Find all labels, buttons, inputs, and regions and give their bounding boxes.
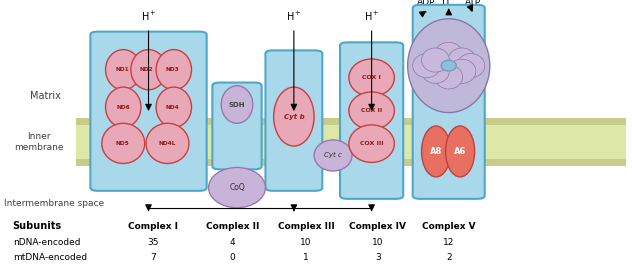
Text: mtDNA-encoded: mtDNA-encoded bbox=[13, 253, 87, 262]
Ellipse shape bbox=[102, 123, 145, 163]
FancyBboxPatch shape bbox=[212, 83, 262, 169]
Ellipse shape bbox=[314, 140, 352, 171]
Ellipse shape bbox=[131, 50, 166, 90]
Ellipse shape bbox=[349, 92, 394, 129]
Ellipse shape bbox=[422, 59, 449, 83]
Ellipse shape bbox=[349, 59, 394, 96]
Text: Complex I: Complex I bbox=[128, 222, 178, 231]
Text: Subunits: Subunits bbox=[13, 221, 62, 232]
FancyBboxPatch shape bbox=[90, 32, 207, 191]
Ellipse shape bbox=[446, 126, 475, 177]
Ellipse shape bbox=[422, 48, 449, 72]
Ellipse shape bbox=[441, 60, 456, 71]
Ellipse shape bbox=[435, 42, 463, 66]
Text: 4: 4 bbox=[230, 238, 235, 247]
Text: COX II: COX II bbox=[361, 108, 382, 113]
Text: H$^+$: H$^+$ bbox=[286, 10, 301, 23]
Bar bbox=[76, 125, 626, 159]
Text: 10: 10 bbox=[372, 238, 384, 247]
Ellipse shape bbox=[448, 48, 476, 72]
Text: 10: 10 bbox=[300, 238, 312, 247]
Text: COX III: COX III bbox=[360, 141, 384, 146]
Ellipse shape bbox=[408, 19, 490, 113]
Ellipse shape bbox=[413, 54, 441, 78]
Ellipse shape bbox=[349, 125, 394, 162]
Ellipse shape bbox=[156, 87, 191, 127]
Ellipse shape bbox=[221, 86, 253, 123]
FancyBboxPatch shape bbox=[265, 50, 322, 191]
Text: ND6: ND6 bbox=[116, 105, 130, 110]
Text: COX I: COX I bbox=[362, 75, 381, 80]
Ellipse shape bbox=[146, 123, 189, 163]
Text: ND2: ND2 bbox=[140, 67, 154, 72]
Text: 3: 3 bbox=[375, 253, 381, 262]
Text: Cyt b: Cyt b bbox=[284, 114, 304, 120]
Text: 2: 2 bbox=[446, 253, 451, 262]
Text: ND5: ND5 bbox=[116, 141, 130, 146]
FancyBboxPatch shape bbox=[340, 42, 403, 199]
Text: nDNA-encoded: nDNA-encoded bbox=[13, 238, 80, 247]
Ellipse shape bbox=[448, 59, 476, 83]
Text: Complex II: Complex II bbox=[206, 222, 259, 231]
Text: 0: 0 bbox=[229, 253, 236, 262]
Text: ND4: ND4 bbox=[165, 105, 179, 110]
Text: Complex V: Complex V bbox=[422, 222, 475, 231]
Text: H$^+$: H$^+$ bbox=[441, 0, 456, 7]
Text: Complex IV: Complex IV bbox=[349, 222, 406, 231]
Ellipse shape bbox=[209, 168, 265, 208]
Text: ND1: ND1 bbox=[115, 67, 129, 72]
Text: Cyt c: Cyt c bbox=[324, 152, 342, 158]
Text: ADP: ADP bbox=[416, 0, 435, 7]
Text: 7: 7 bbox=[150, 253, 156, 262]
Ellipse shape bbox=[422, 126, 451, 177]
Ellipse shape bbox=[106, 50, 141, 90]
Bar bbox=[76, 118, 626, 166]
Text: Matrix: Matrix bbox=[30, 91, 61, 102]
FancyBboxPatch shape bbox=[413, 5, 485, 199]
Text: ND3: ND3 bbox=[165, 67, 179, 72]
Text: A8: A8 bbox=[430, 147, 442, 156]
Text: 35: 35 bbox=[147, 238, 159, 247]
Text: CoQ: CoQ bbox=[229, 183, 245, 192]
Text: H$^+$: H$^+$ bbox=[141, 10, 156, 23]
Text: ND4L: ND4L bbox=[158, 141, 176, 146]
Text: A6: A6 bbox=[454, 147, 466, 156]
Text: 1: 1 bbox=[303, 253, 309, 262]
Text: Intermembrane space: Intermembrane space bbox=[4, 199, 104, 208]
Text: H$^+$: H$^+$ bbox=[364, 10, 379, 23]
Text: 12: 12 bbox=[443, 238, 454, 247]
Text: ATP: ATP bbox=[465, 0, 481, 7]
Ellipse shape bbox=[106, 87, 141, 127]
Ellipse shape bbox=[156, 50, 191, 90]
Text: SDH: SDH bbox=[229, 102, 245, 107]
Ellipse shape bbox=[457, 54, 485, 78]
Ellipse shape bbox=[274, 87, 314, 146]
Text: Complex III: Complex III bbox=[277, 222, 334, 231]
Ellipse shape bbox=[435, 65, 463, 89]
Text: Inner
membrane: Inner membrane bbox=[15, 132, 64, 152]
